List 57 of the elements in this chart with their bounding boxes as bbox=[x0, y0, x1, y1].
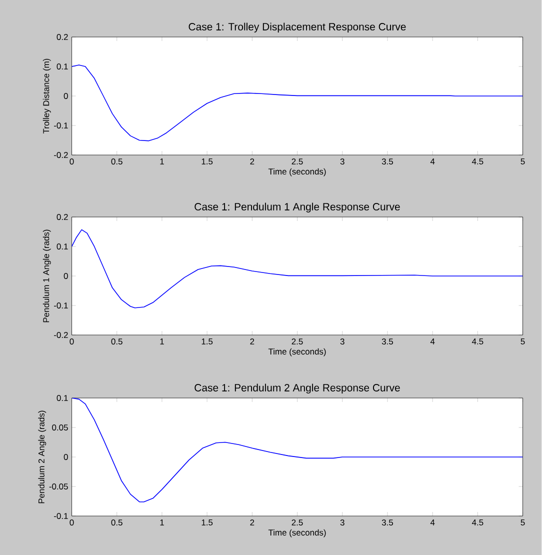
x-tick-label: 4.5 bbox=[472, 520, 484, 526]
x-tick-label: 0 bbox=[70, 338, 74, 345]
x-tick-label: 3 bbox=[340, 158, 344, 165]
x-tick-label: 2.5 bbox=[292, 520, 303, 526]
y-axis-title: Trolley Distance (m) bbox=[43, 58, 51, 134]
x-tick-label: 2 bbox=[250, 338, 254, 344]
x-tick-label: 1 bbox=[160, 520, 164, 526]
x-axis-title: Time (seconds) bbox=[268, 529, 326, 538]
chart-title: Case 1: Pendulum 2 Angle Response Curve bbox=[194, 384, 400, 394]
x-tick-label: 5 bbox=[520, 338, 525, 344]
x-tick-label: 1.5 bbox=[202, 520, 213, 526]
x-tick-label: 3.5 bbox=[382, 520, 394, 526]
x-tick-label: 4.5 bbox=[472, 158, 484, 164]
x-tick-label: 4 bbox=[430, 338, 435, 344]
y-tick-label: -0.2 bbox=[54, 332, 68, 338]
x-tick-label: 4 bbox=[430, 158, 435, 164]
x-tick-label: 1 bbox=[160, 338, 164, 344]
y-tick-label: 0 bbox=[64, 273, 68, 279]
chart-title: Case 1: Pendulum 1 Angle Response Curve bbox=[194, 202, 400, 212]
y-axis-title: Pendulum 2 Angle (rads) bbox=[38, 410, 46, 504]
x-tick-label: 5 bbox=[520, 520, 525, 526]
x-tick-label: 4.5 bbox=[472, 338, 484, 344]
x-tick-label: 0 bbox=[70, 520, 74, 526]
y-tick-label: -0.1 bbox=[54, 513, 68, 519]
x-tick-label: 2.5 bbox=[292, 158, 303, 165]
y-tick-label: 0.2 bbox=[56, 214, 68, 220]
x-tick-label: 3 bbox=[340, 338, 344, 345]
chart-title: Case 1: Trolley Displacement Response Curve bbox=[188, 22, 406, 32]
x-tick-label: 3 bbox=[340, 520, 344, 526]
x-tick-label: 2.5 bbox=[292, 338, 303, 345]
x-tick-label: 0.5 bbox=[111, 338, 123, 345]
y-tick-label: -0.2 bbox=[54, 152, 68, 158]
x-tick-label: 0.5 bbox=[111, 520, 123, 526]
y-axis-title: Pendulum 1 Angle (rads) bbox=[43, 230, 51, 322]
y-tick-label: 0 bbox=[64, 454, 68, 460]
y-tick-label: -0.1 bbox=[54, 302, 68, 308]
y-tick-label: 0.2 bbox=[56, 34, 68, 40]
x-axis-title: Time (seconds) bbox=[268, 348, 326, 356]
y-tick-label: 0.1 bbox=[56, 395, 68, 401]
x-tick-label: 1 bbox=[160, 158, 164, 164]
y-tick-label: 0.1 bbox=[56, 244, 68, 250]
y-tick-label: 0.05 bbox=[52, 424, 68, 430]
x-tick-label: 3.5 bbox=[382, 158, 394, 165]
x-tick-label: 2 bbox=[250, 520, 254, 526]
x-tick-label: 3.5 bbox=[382, 338, 394, 345]
x-tick-label: 5 bbox=[520, 158, 525, 164]
y-tick-label: 0.1 bbox=[56, 64, 68, 70]
y-tick-label: 0 bbox=[64, 93, 68, 99]
x-axis-title: Time (seconds) bbox=[268, 168, 326, 176]
y-tick-label: -0.05 bbox=[49, 484, 68, 490]
x-tick-label: 2 bbox=[250, 158, 254, 164]
x-tick-label: 0 bbox=[70, 158, 74, 165]
x-tick-label: 1.5 bbox=[202, 338, 213, 344]
x-tick-label: 0.5 bbox=[111, 158, 123, 165]
x-tick-label: 4 bbox=[430, 520, 435, 526]
x-tick-label: 1.5 bbox=[202, 158, 213, 164]
y-tick-label: -0.1 bbox=[54, 122, 68, 128]
